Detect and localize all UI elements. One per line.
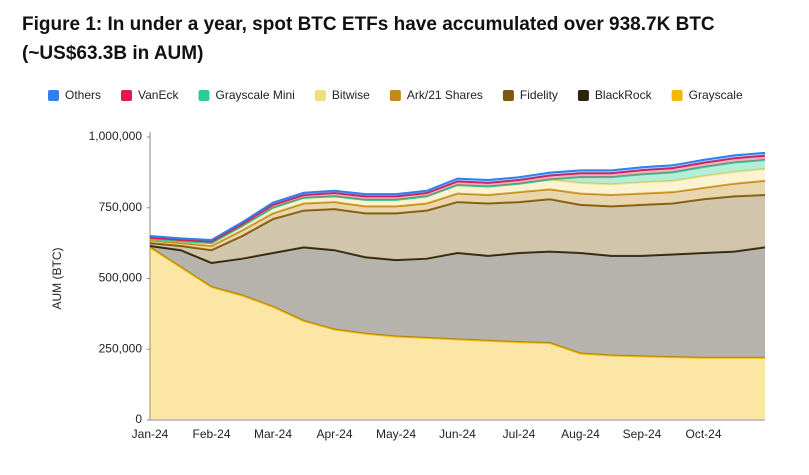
- area-line: [149, 154, 766, 243]
- y-axis-label: AUM (BTC): [50, 248, 64, 310]
- y-tick-label: 250,000: [99, 341, 143, 355]
- legend-swatch: [389, 90, 401, 101]
- legend-label: Bitwise: [332, 88, 370, 102]
- legend-swatch: [48, 90, 59, 101]
- x-tick-label: Sep-24: [623, 427, 662, 441]
- legend-label: BlackRock: [595, 88, 653, 102]
- x-tick-label: Apr-24: [316, 427, 352, 441]
- legend-label: VanEck: [138, 88, 179, 102]
- area-line: [149, 246, 765, 359]
- area: [150, 152, 765, 242]
- area: [150, 168, 765, 246]
- y-tick-label: 500,000: [99, 271, 143, 285]
- legend-label: Ark/21 Shares: [407, 88, 483, 102]
- y-tick-label: 750,000: [99, 200, 143, 214]
- x-tick-label: Mar-24: [254, 427, 292, 441]
- area-line: [149, 244, 766, 264]
- y-tick-label: 1,000,000: [89, 129, 143, 143]
- area-line: [149, 158, 766, 245]
- legend-swatch: [502, 90, 514, 101]
- area-line: [149, 194, 766, 252]
- area: [150, 195, 765, 263]
- legend-swatch: [577, 90, 589, 101]
- legend-label: Grayscale: [689, 88, 743, 102]
- legend-swatch: [314, 90, 326, 101]
- legend-swatch: [121, 90, 133, 101]
- x-tick-label: May-24: [376, 427, 416, 441]
- legend-label: Fidelity: [520, 88, 558, 102]
- legend-label: Grayscale Mini: [215, 88, 294, 102]
- area: [150, 247, 765, 420]
- area-line: [149, 151, 766, 242]
- x-tick-label: Feb-24: [192, 427, 230, 441]
- area-line: [149, 179, 766, 247]
- legend-label: Others: [65, 88, 101, 102]
- area: [150, 159, 765, 244]
- area: [150, 245, 765, 358]
- x-tick-label: Jan-24: [132, 427, 169, 441]
- x-tick-label: Jun-24: [439, 427, 476, 441]
- chart-title: Figure 1: In under a year, spot BTC ETFs…: [22, 14, 715, 64]
- area: [150, 155, 765, 244]
- x-tick-label: Jul-24: [503, 427, 536, 441]
- x-tick-label: Oct-24: [685, 427, 721, 441]
- legend-swatch: [671, 90, 683, 101]
- x-tick-label: Aug-24: [561, 427, 600, 441]
- legend-swatch: [198, 90, 210, 101]
- y-tick-label: 0: [135, 412, 142, 426]
- area: [150, 180, 765, 251]
